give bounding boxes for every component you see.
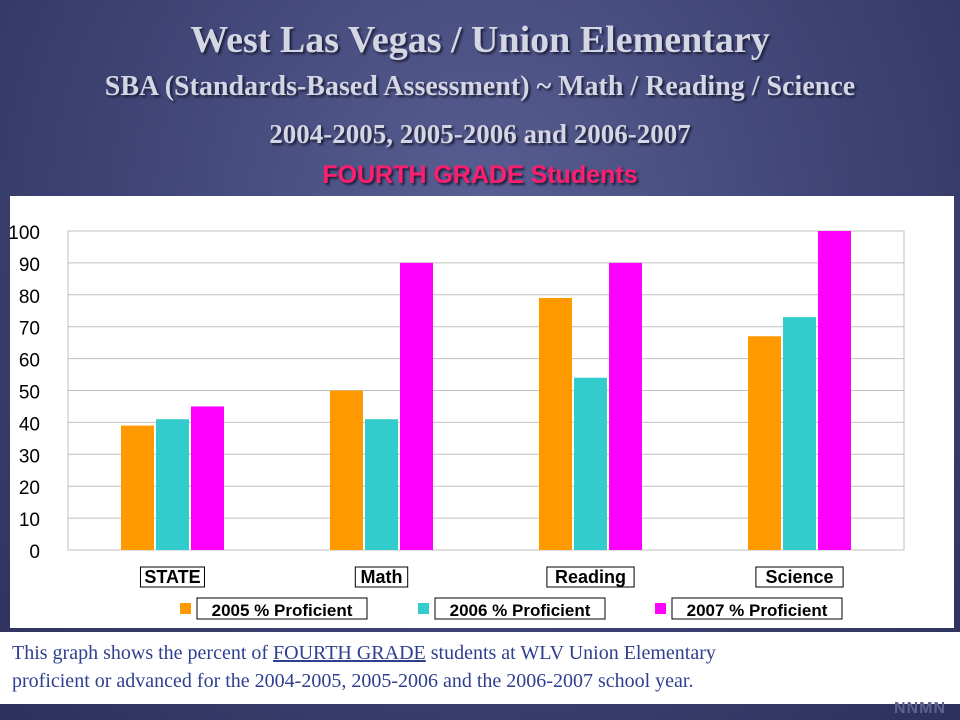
- y-tick-label: 70: [19, 319, 40, 340]
- caption-underlined-text: FOURTH GRADE: [273, 642, 426, 664]
- y-tick-label: 50: [19, 383, 40, 404]
- slide-subtitle: SBA (Standards-Based Assessment) ~ Math …: [104, 71, 856, 102]
- bar-reading-series-1: [539, 297, 572, 550]
- legend-swatch-1: [180, 603, 191, 614]
- watermark: NNMN: [894, 700, 946, 717]
- y-tick-label: 80: [19, 287, 40, 308]
- bar-math-series-2: [365, 419, 398, 550]
- bar-state-series-3: [191, 406, 224, 550]
- caption-box: This graph shows the percent of FOURTH G…: [0, 632, 960, 704]
- y-tick-label: 90: [19, 255, 40, 276]
- x-tick-label-box: [354, 566, 409, 588]
- legend-label-3: 2007 % Proficient: [687, 601, 828, 620]
- caption-text-start: This graph shows the percent of: [12, 642, 274, 664]
- y-tick-label: 60: [19, 351, 40, 372]
- bar-science-series-2: [783, 317, 816, 550]
- legend-label-2: 2006 % Proficient: [450, 601, 591, 620]
- caption-text-end: students at WLV Union Elementary: [425, 642, 716, 664]
- bar-science-series-3: [818, 231, 851, 550]
- bar-state-series-1: [121, 425, 154, 550]
- legend-swatch-2: [418, 603, 429, 614]
- slide-title: West Las Vegas / Union Elementary: [190, 19, 770, 61]
- legend-label-1: 2005 % Proficient: [212, 601, 353, 620]
- legend-swatch-3: [655, 603, 666, 614]
- x-tick-label-box: [546, 566, 635, 588]
- y-tick-label: 100: [10, 223, 40, 244]
- x-tick-label-box: [140, 566, 205, 588]
- x-tick-label: Science: [765, 567, 833, 587]
- y-tick-label: 10: [19, 510, 40, 531]
- x-tick-label-box: [755, 566, 844, 588]
- y-tick-label: 0: [29, 542, 40, 563]
- legend-label-box: [434, 597, 606, 620]
- y-tick-label: 30: [19, 446, 40, 467]
- slide-years: 2004-2005, 2005-2006 and 2006-2007: [269, 119, 691, 149]
- bar-math-series-1: [330, 390, 363, 550]
- legend-label-box: [196, 597, 368, 620]
- grade-heading: FOURTH GRADE Students: [322, 161, 638, 189]
- bar-science-series-1: [748, 336, 781, 550]
- bar-reading-series-3: [609, 262, 642, 550]
- y-tick-label: 40: [19, 414, 40, 435]
- x-tick-label: Math: [361, 567, 403, 587]
- legend-label-box: [671, 597, 843, 620]
- y-tick-label: 20: [19, 478, 40, 499]
- bar-state-series-2: [156, 419, 189, 550]
- x-tick-label: Reading: [555, 567, 626, 587]
- chart-panel: 0 10 20 30 40 50 60 70 80 90 100 STATE Math Reading Sc…: [10, 196, 954, 628]
- caption-text-line2: proficient or advanced for the 2004-2005…: [12, 670, 694, 692]
- bar-reading-series-2: [574, 377, 607, 550]
- bar-math-series-3: [400, 262, 433, 550]
- bar-chart: 0 10 20 30 40 50 60 70 80 90 100 STATE Math Reading Sc…: [10, 223, 905, 620]
- x-tick-label: STATE: [144, 567, 200, 587]
